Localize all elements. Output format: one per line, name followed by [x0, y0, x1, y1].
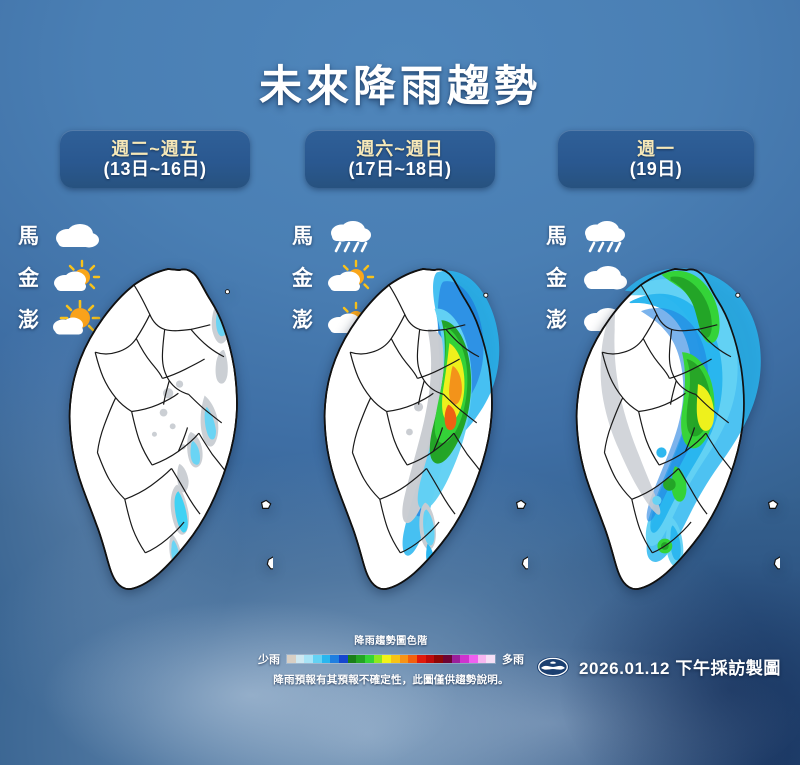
pill-dates: (17日~18日): [348, 159, 452, 179]
legend-swatch-23: [486, 655, 496, 663]
island-label-kinmen: 金: [292, 266, 313, 290]
island-row-kinmen: 金: [18, 258, 114, 298]
pill-dates: (13日~16日): [103, 159, 207, 179]
cwa-logo-icon: [536, 656, 570, 678]
legend-swatch-10: [373, 655, 383, 663]
legend-low-label: 少雨: [258, 654, 280, 666]
date-pill-mon[interactable]: 週一 (19日): [558, 130, 754, 188]
island-label-kinmen: 金: [546, 266, 567, 290]
island-row-kinmen: 金: [546, 258, 642, 298]
cloudy-icon: [48, 216, 106, 256]
partly-sunny-icon: [322, 258, 380, 298]
pill-dates: (19日): [629, 159, 683, 179]
pill-weekday: 週一: [637, 138, 675, 159]
legend-swatch-7: [347, 655, 357, 663]
legend-high-label: 多雨: [502, 654, 524, 666]
legend-swatch-6: [339, 655, 348, 663]
legend-swatch-4: [321, 655, 331, 663]
legend-scale-row: 少雨 多雨: [236, 651, 546, 667]
legend-swatch-9: [365, 655, 374, 663]
legend-swatch-22: [477, 655, 487, 663]
legend-swatch-20: [460, 655, 470, 663]
legend-swatch-8: [356, 655, 366, 663]
legend-swatch-16: [425, 655, 435, 663]
mostly-sunny-icon: [48, 300, 106, 340]
legend: 降雨趨勢圖色階 少雨 多雨 降雨預報有其預報不確定性，此圖僅供趨勢說明。: [236, 632, 546, 687]
legend-swatch-15: [417, 655, 426, 663]
legend-swatch-17: [434, 655, 444, 663]
legend-swatch-1: [295, 655, 305, 663]
island-label-matsu: 馬: [18, 224, 39, 248]
island-row-kinmen: 金: [292, 258, 388, 298]
legend-swatch-21: [469, 655, 478, 663]
island-label-penghu: 澎: [292, 308, 313, 332]
legend-swatch-12: [391, 655, 400, 663]
legend-title: 降雨趨勢圖色階: [354, 636, 428, 647]
island-row-matsu: 馬: [292, 216, 388, 256]
rain-map-tue-fri[interactable]: [45, 232, 273, 632]
island-label-matsu: 馬: [546, 224, 567, 248]
island-label-penghu: 澎: [18, 308, 39, 332]
legend-swatch-11: [382, 655, 392, 663]
island-label-matsu: 馬: [292, 224, 313, 248]
legend-swatch-0: [287, 655, 296, 663]
legend-swatch-18: [443, 655, 452, 663]
island-forecast-column-tue-fri: 馬 金: [18, 216, 114, 342]
island-forecast-column-sat-sun: 馬 金: [292, 216, 388, 342]
rain-icon: [576, 216, 634, 256]
credit-stamp: 2026.01.12 下午採訪製圖: [536, 654, 781, 679]
legend-swatch-2: [304, 655, 314, 663]
legend-colorbar: [286, 654, 496, 664]
island-label-penghu: 澎: [546, 308, 567, 332]
date-pill-sat-sun[interactable]: 週六~週日 (17日~18日): [305, 130, 495, 188]
island-row-matsu: 馬: [546, 216, 642, 256]
legend-note: 降雨預報有其預報不確定性，此圖僅供趨勢說明。: [273, 674, 509, 686]
cloudy-icon: [576, 258, 634, 298]
legend-swatch-13: [399, 655, 409, 663]
legend-swatch-14: [408, 655, 418, 663]
date-pill-tue-fri[interactable]: 週二~週五 (13日~16日): [60, 130, 250, 188]
legend-swatch-5: [330, 655, 340, 663]
rain-icon: [322, 216, 380, 256]
partly-sunny-icon: [48, 258, 106, 298]
page-title: 未來降雨趨勢: [259, 63, 541, 111]
island-row-matsu: 馬: [18, 216, 114, 256]
rain-map-sat-sun[interactable]: [300, 232, 528, 632]
pill-weekday: 週二~週五: [111, 138, 199, 159]
island-row-penghu: 澎: [18, 300, 114, 340]
legend-swatch-3: [313, 655, 322, 663]
island-label-kinmen: 金: [18, 266, 39, 290]
credit-text: 2026.01.12 下午採訪製圖: [579, 659, 782, 678]
legend-swatch-19: [451, 655, 461, 663]
rain-map-mon[interactable]: [552, 232, 780, 632]
pill-weekday: 週六~週日: [356, 138, 444, 159]
